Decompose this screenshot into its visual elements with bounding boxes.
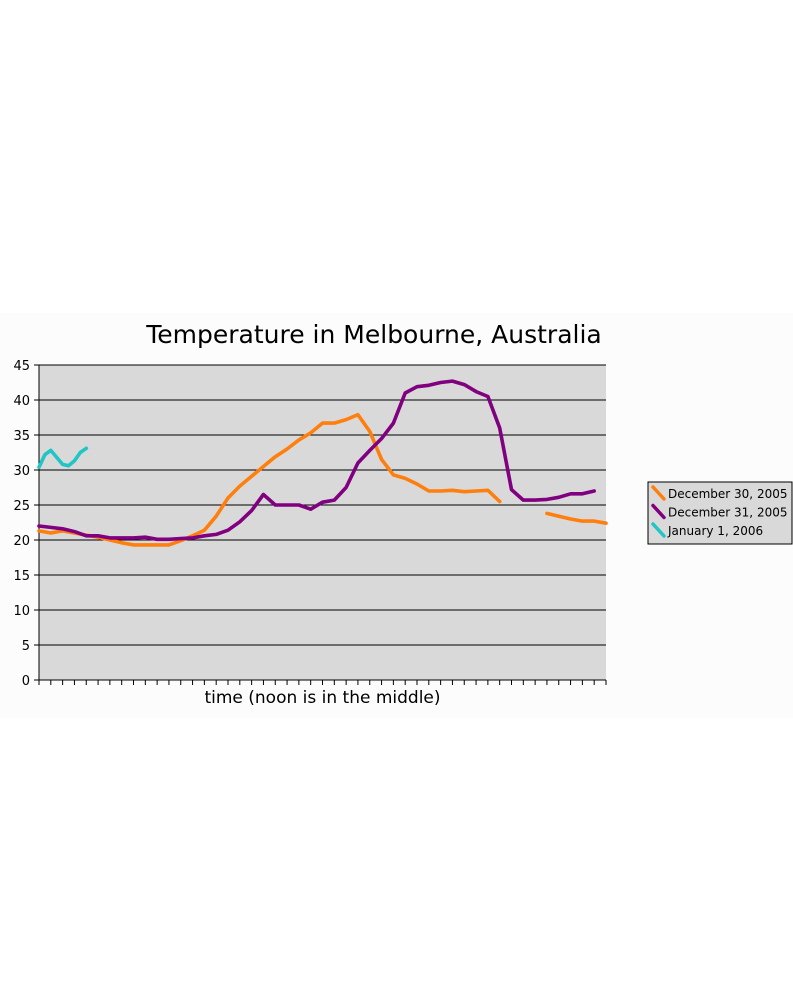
legend-entry-label: December 31, 2005 (668, 506, 787, 520)
series-lines (37, 379, 608, 547)
x-axis-label: time (noon is in the middle) (204, 688, 440, 708)
legend: December 30, 2005 December 31, 2005 Januar… (647, 481, 793, 545)
y-tick-label: 45 (13, 359, 30, 374)
y-tick-label: 35 (13, 429, 30, 444)
legend-entry-label: December 30, 2005 (668, 487, 787, 501)
y-axis: 0 5 10 15 20 25 30 35 40 45 (13, 359, 40, 689)
y-tick-label: 0 (22, 674, 30, 689)
legend-entry-label: January 1, 2006 (667, 524, 763, 538)
y-tick-label: 40 (13, 394, 30, 409)
legend-swatch (651, 522, 666, 538)
y-tick-label: 10 (13, 604, 30, 619)
series-line-1 (37, 412, 608, 547)
line-chart: Temperature in Melbourne, Australia 0 5 10… (13, 320, 793, 708)
y-tick-label: 20 (13, 534, 30, 549)
y-tick-label: 5 (22, 639, 30, 654)
grid-lines (39, 364, 606, 646)
series-line-3 (37, 446, 89, 469)
plot-area (39, 365, 606, 680)
chart-area: Temperature in Melbourne, Australia 0 5 10… (0, 313, 793, 718)
y-tick-label: 25 (13, 499, 30, 514)
chart-title: Temperature in Melbourne, Australia (145, 320, 602, 349)
x-axis (38, 679, 607, 685)
legend-swatch (651, 503, 666, 520)
series-line-2 (37, 379, 596, 542)
legend-box (647, 481, 793, 545)
legend-swatch (651, 485, 666, 501)
y-tick-label: 30 (13, 464, 30, 479)
y-tick-label: 15 (13, 569, 30, 584)
